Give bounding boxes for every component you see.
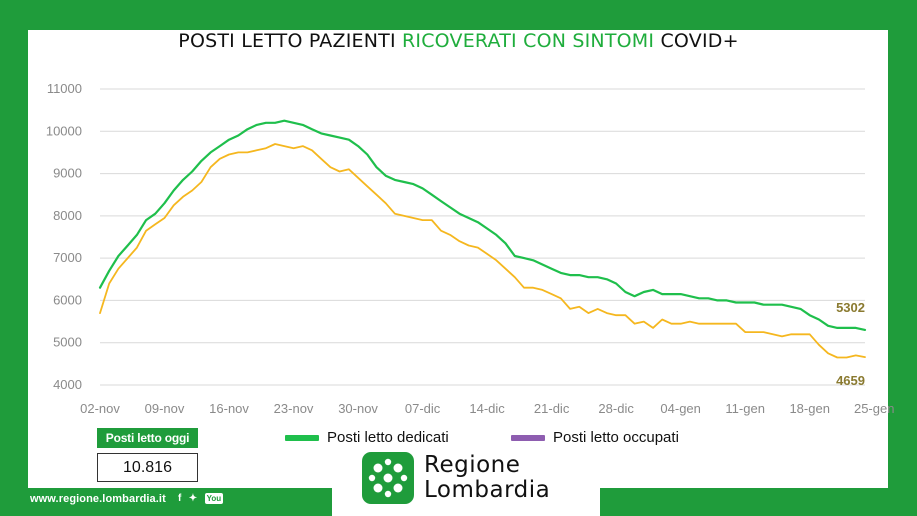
end-label-dedicati: 5302 bbox=[836, 300, 865, 315]
series-line-occupati bbox=[99, 143, 866, 359]
title-highlight: RICOVERATI CON SINTOMI bbox=[402, 30, 655, 52]
title-part1: POSTI LETTO PAZIENTI bbox=[178, 30, 402, 52]
x-tick-label: 16-nov bbox=[209, 401, 249, 416]
today-label: Posti letto oggi bbox=[97, 428, 198, 448]
y-tick-label: 5000 bbox=[53, 335, 82, 350]
brand-line2: Lombardia bbox=[424, 477, 551, 503]
x-tick-label: 25-gen bbox=[854, 401, 894, 416]
legend-item-occupati: Posti letto occupati bbox=[511, 429, 679, 446]
chart-panel bbox=[28, 30, 888, 488]
today-value: 10.816 bbox=[97, 453, 198, 482]
y-tick-label: 4000 bbox=[53, 377, 82, 392]
legend-label-occupati: Posti letto occupati bbox=[553, 429, 679, 446]
brand-line1: Regione bbox=[424, 452, 521, 478]
x-tick-label: 18-gen bbox=[789, 401, 829, 416]
today-box: Posti letto oggi 10.816 bbox=[97, 428, 198, 482]
series-line-dedicati bbox=[98, 119, 867, 331]
legend-label-dedicati: Posti letto dedicati bbox=[327, 429, 449, 446]
x-tick-label: 04-gen bbox=[660, 401, 700, 416]
legend-swatch-dedicati bbox=[285, 435, 319, 442]
legend-item-dedicati: Posti letto dedicati bbox=[285, 429, 449, 446]
youtube-icon[interactable]: You bbox=[204, 493, 224, 504]
y-tick-label: 10000 bbox=[46, 123, 82, 138]
x-tick-label: 28-dic bbox=[598, 401, 634, 416]
x-tick-label: 09-nov bbox=[145, 401, 185, 416]
end-label-occupati: 4659 bbox=[836, 373, 865, 388]
x-tick-label: 30-nov bbox=[338, 401, 378, 416]
y-tick-label: 8000 bbox=[53, 208, 82, 223]
social-links: f ✦ You bbox=[178, 493, 226, 505]
y-tick-label: 6000 bbox=[53, 292, 82, 307]
y-tick-label: 9000 bbox=[53, 166, 82, 181]
lombardy-rose-logo bbox=[362, 452, 414, 504]
line-chart: 4000 5000 6000 7000 8000 9000 10000 11000 02-nov… bbox=[46, 81, 895, 416]
x-tick-label: 14-dic bbox=[469, 401, 505, 416]
x-tick-label: 11-gen bbox=[725, 401, 765, 416]
x-tick-label: 02-nov bbox=[80, 401, 120, 416]
chart-title: POSTI LETTO PAZIENTI RICOVERATI CON SINT… bbox=[0, 30, 917, 52]
twitter-icon[interactable]: ✦ bbox=[188, 493, 198, 504]
brand-name: Regione Lombardia bbox=[424, 453, 550, 503]
y-tick-label: 11000 bbox=[47, 81, 82, 96]
website-link[interactable]: www.regione.lombardia.it bbox=[30, 493, 166, 505]
x-tick-label: 07-dic bbox=[405, 401, 441, 416]
title-part2: COVID+ bbox=[654, 30, 739, 52]
facebook-icon[interactable]: f bbox=[178, 493, 182, 504]
x-tick-label: 23-nov bbox=[274, 401, 314, 416]
y-tick-label: 7000 bbox=[53, 250, 82, 265]
brand-block: Regione Lombardia bbox=[332, 448, 600, 516]
legend-swatch-occupati bbox=[511, 435, 545, 442]
x-tick-label: 21-dic bbox=[534, 401, 570, 416]
